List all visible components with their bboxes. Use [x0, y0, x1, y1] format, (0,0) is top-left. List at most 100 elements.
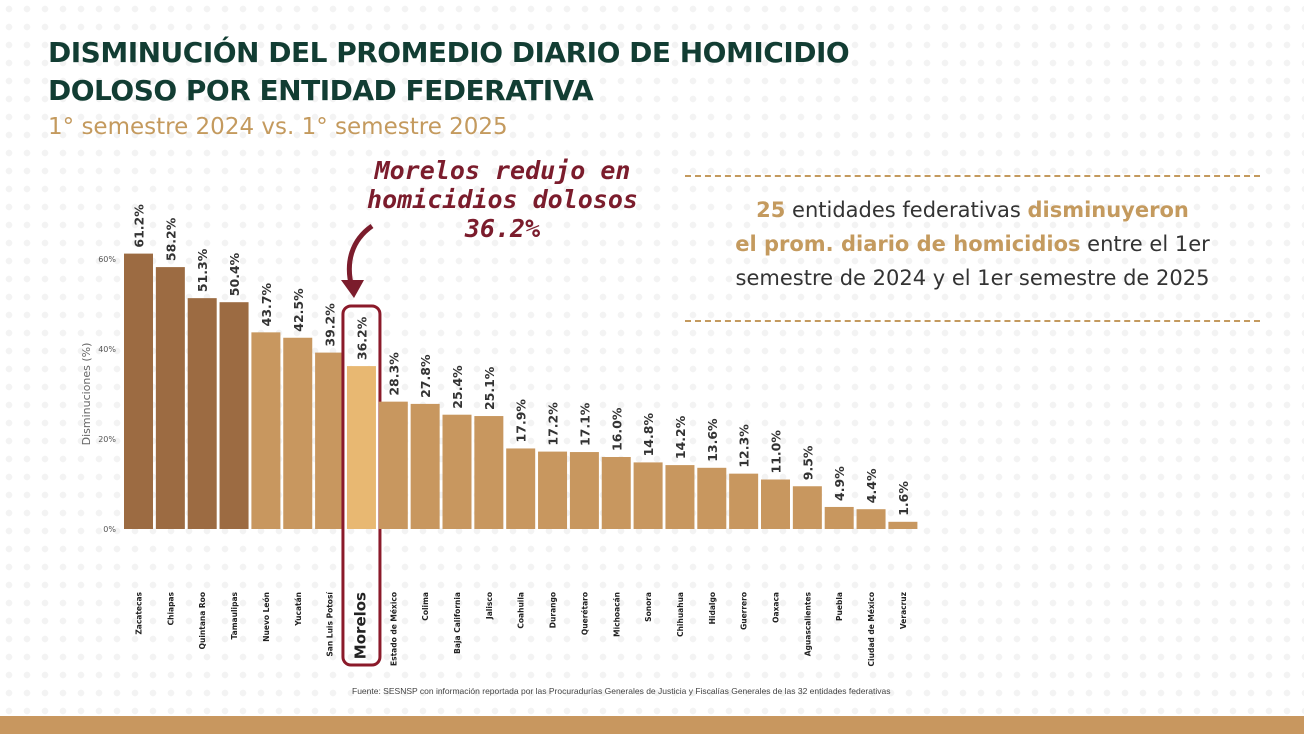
info-box: 25 entidades federativas disminuyeron el… — [685, 175, 1260, 322]
data-label: 12.3% — [737, 424, 752, 468]
callout-line-1: Morelos redujo en — [374, 156, 631, 185]
y-tick-label: 0% — [103, 525, 116, 534]
bar — [761, 479, 790, 529]
data-label: 25.4% — [450, 365, 465, 409]
data-label: 36.2% — [354, 316, 369, 360]
info-part-2: entre el 1er — [1080, 232, 1210, 256]
bar — [824, 506, 854, 529]
data-label: 11.0% — [769, 430, 784, 474]
x-tick-label: Yucatán — [294, 592, 303, 627]
arrow-icon — [346, 223, 374, 289]
data-label: 51.3% — [195, 248, 210, 292]
bar — [474, 416, 504, 529]
bar — [792, 486, 822, 529]
arrow-head-icon — [341, 280, 364, 298]
data-label: 28.3% — [386, 352, 401, 396]
data-label: 9.5% — [800, 445, 815, 480]
bar — [219, 302, 249, 529]
x-tick-label: San Luis Potosí — [326, 592, 335, 657]
data-label: 17.1% — [577, 402, 592, 446]
x-tick-label: Puebla — [835, 592, 844, 621]
x-tick-label: Michoacán — [612, 592, 621, 637]
callout-line-2: homicidios dolosos — [367, 185, 638, 214]
info-part-1: entidades federativas — [785, 198, 1028, 222]
bar — [410, 403, 440, 529]
bar — [155, 267, 185, 529]
x-tick-label: Morelos — [351, 592, 369, 659]
bar — [697, 467, 727, 529]
x-tick-label: Tamaulipas — [230, 591, 239, 639]
x-tick-label: Quintana Roo — [198, 592, 207, 649]
x-tick-label: Zacatecas — [135, 591, 144, 634]
data-label: 13.6% — [705, 418, 720, 462]
callout-line-3: 36.2% — [464, 214, 541, 243]
x-tick-label: Colima — [421, 592, 430, 621]
bar — [633, 462, 663, 529]
data-label: 27.8% — [418, 354, 433, 398]
title-line-1: DISMINUCIÓN DEL PROMEDIO DIARIO DE HOMIC… — [48, 36, 850, 69]
bar — [187, 298, 217, 529]
y-tick-label: 60% — [98, 255, 116, 264]
bar — [315, 352, 345, 529]
x-tick-label: Guerrero — [740, 592, 749, 630]
x-tick-label: Estado de México — [389, 592, 398, 666]
data-label: 61.2% — [132, 204, 147, 248]
bar — [251, 332, 281, 529]
data-label: 16.0% — [609, 407, 624, 451]
data-label: 17.2% — [546, 402, 561, 446]
bar — [442, 414, 472, 529]
x-tick-label: Baja California — [453, 592, 462, 654]
x-tick-label: Querétaro — [580, 592, 589, 635]
bar — [283, 337, 313, 529]
x-tick-label: Chihuahua — [676, 592, 685, 637]
subtitle: 1° semestre 2024 vs. 1° semestre 2025 — [48, 114, 508, 140]
bar — [124, 253, 153, 529]
data-label: 14.2% — [673, 415, 688, 459]
bar — [538, 451, 568, 529]
data-label: 42.5% — [291, 288, 306, 332]
data-label: 4.9% — [832, 466, 847, 501]
data-label: 50.4% — [227, 252, 242, 296]
info-count: 25 — [756, 198, 786, 222]
data-label: 39.2% — [323, 303, 338, 347]
x-tick-label: Nuevo León — [262, 592, 271, 642]
bar — [378, 401, 408, 529]
x-tick-label: Aguascalientes — [803, 591, 812, 656]
info-text: 25 entidades federativas disminuyeron el… — [685, 193, 1260, 295]
data-label: 43.7% — [259, 283, 274, 327]
data-label: 17.9% — [514, 399, 529, 443]
footer-bar — [0, 716, 1304, 734]
x-tick-label: Sonora — [644, 592, 653, 622]
info-bold-1: disminuyeron — [1027, 198, 1189, 222]
y-tick-label: 40% — [98, 345, 116, 354]
bar — [856, 509, 886, 529]
x-tick-label: Veracruz — [899, 592, 908, 629]
source-note: Fuente: SESNSP con información reportada… — [352, 686, 891, 696]
x-tick-label: Hidalgo — [708, 592, 717, 624]
x-tick-label: Chiapas — [166, 591, 175, 625]
data-label: 1.6% — [896, 481, 911, 516]
bar — [665, 465, 695, 529]
x-tick-label: Ciudad de México — [867, 592, 876, 666]
bar — [888, 521, 918, 529]
data-label: 14.8% — [641, 413, 656, 457]
bar — [346, 366, 376, 529]
info-bold-2: el prom. diario de homicidios — [735, 232, 1081, 256]
x-tick-label: Durango — [549, 592, 558, 628]
data-label: 58.2% — [163, 217, 178, 261]
bar — [729, 473, 759, 529]
title-line-2: DOLOSO POR ENTIDAD FEDERATIVA — [48, 74, 594, 107]
bar — [506, 448, 536, 529]
morelos-callout: Morelos redujo en homicidios dolosos 36.… — [330, 156, 675, 243]
y-tick-label: 20% — [98, 435, 116, 444]
x-tick-label: Coahuila — [517, 592, 526, 629]
bar — [601, 457, 631, 529]
x-tick-label: Jalisco — [485, 592, 494, 620]
bar — [569, 452, 599, 529]
x-tick-label: Oaxaca — [772, 592, 781, 623]
data-label: 25.1% — [482, 366, 497, 410]
info-line-3: semestre de 2024 y el 1er semestre de 20… — [735, 266, 1210, 290]
data-label: 4.4% — [864, 468, 879, 503]
page-title: DISMINUCIÓN DEL PROMEDIO DIARIO DE HOMIC… — [48, 34, 850, 110]
